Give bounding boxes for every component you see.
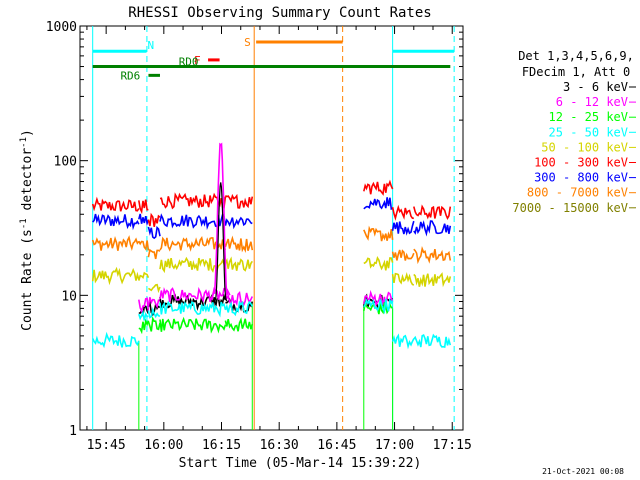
series-line [363, 289, 394, 307]
series-line [363, 297, 394, 315]
series-line [159, 300, 227, 318]
series-line [138, 309, 149, 321]
y-tick-label: 100 [54, 155, 77, 170]
series-line [91, 235, 140, 252]
flare-peak-line [214, 182, 228, 302]
annotation-label: N [148, 39, 155, 52]
annotation-label: RD0 [179, 56, 199, 69]
legend-entry: 100 - 300 keV [534, 156, 628, 170]
series-line [224, 291, 254, 307]
legend-entry: 25 - 50 keV [549, 125, 628, 139]
series-line [147, 283, 161, 294]
y-tick-label: 10 [61, 289, 77, 304]
series-line [147, 225, 161, 240]
x-tick-label: 15:45 [87, 438, 126, 453]
series-line [147, 297, 161, 309]
series-line [159, 236, 227, 252]
legend-entry: 800 - 7000 keV [527, 186, 628, 200]
x-axis-label: Start Time (05-Mar-14 15:39:22) [179, 456, 422, 471]
legend-header-line-1: Det 1,3,4,5,6,9, [518, 49, 634, 63]
series-line [413, 272, 452, 288]
legend-entry: 12 - 25 keV [549, 110, 628, 124]
series-line [91, 266, 140, 286]
plot-area: 1 10 100 1000 15:45 16:00 16:15 16:30 16:45 17:00… [46, 20, 636, 453]
series-line [91, 331, 140, 349]
series-line [391, 249, 415, 261]
legend-entry: 3 - 6 keV [563, 80, 628, 94]
x-tick-label: 17:00 [375, 438, 414, 453]
series-line [224, 235, 254, 253]
series-line [91, 196, 140, 212]
series-line [147, 315, 161, 332]
series-line [147, 306, 161, 319]
series-line [224, 256, 253, 272]
series-line [159, 192, 227, 210]
series-line [138, 199, 149, 215]
series-line [92, 213, 140, 231]
x-tick-label: 17:15 [433, 438, 472, 453]
legend-entry: 6 - 12 keV [556, 95, 628, 109]
series-line [413, 246, 452, 265]
y-axis-label: Count Rate (s-1 detector-1) [19, 129, 35, 331]
series-line [138, 305, 150, 318]
x-tick-label: 16:45 [317, 438, 356, 453]
series-line [363, 197, 393, 210]
series-line [224, 300, 254, 317]
legend-entry: 300 - 800 keV [534, 171, 628, 185]
series-line [363, 256, 394, 271]
legend-entry: 50 - 100 keV [541, 140, 628, 154]
series-line [159, 316, 227, 334]
series-line [147, 248, 161, 260]
series-line [138, 213, 150, 227]
series-line [224, 317, 254, 332]
timestamp: 21-Oct-2021 00:08 [542, 467, 624, 476]
series-line [363, 225, 394, 242]
legend-entry: 7000 - 15000 keV [512, 201, 628, 215]
annotation-label: F [194, 54, 201, 67]
legend-header-line-2: FDecim 1, Att 0 [522, 65, 630, 79]
series-line [413, 220, 452, 237]
x-tick-label: 16:30 [260, 438, 299, 453]
annotation-label: S [244, 36, 251, 49]
series-line [159, 212, 227, 230]
series-line [138, 271, 150, 281]
series-line [391, 272, 415, 286]
chart-title: RHESSI Observing Summary Count Rates [128, 5, 431, 21]
series-line [138, 318, 150, 335]
series-line [224, 193, 254, 209]
x-tick-label: 16:00 [144, 438, 183, 453]
series-line [138, 297, 150, 314]
flare-peak-line [211, 142, 231, 300]
series-line [391, 333, 415, 350]
series-line [413, 333, 452, 348]
annotation-label: RD6 [120, 69, 140, 82]
series-line [391, 220, 415, 236]
plot-frame [79, 25, 464, 431]
series-line [224, 216, 253, 230]
series-line [138, 240, 150, 251]
series-line [363, 179, 394, 196]
series-line [391, 204, 414, 221]
series-line [147, 212, 161, 227]
series-line [413, 204, 452, 220]
y-tick-label: 1 [69, 424, 77, 439]
series-line [159, 256, 227, 274]
y-tick-label: 1000 [46, 20, 77, 35]
x-tick-label: 16:15 [202, 438, 241, 453]
